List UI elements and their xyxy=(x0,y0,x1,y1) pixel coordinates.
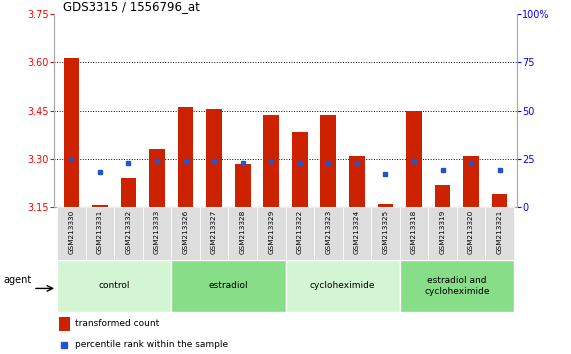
Text: GSM213320: GSM213320 xyxy=(468,210,474,254)
Bar xyxy=(286,260,400,312)
Bar xyxy=(92,205,108,207)
Text: estradiol: estradiol xyxy=(208,281,248,290)
Bar xyxy=(235,164,251,207)
Bar xyxy=(485,207,514,260)
Bar xyxy=(320,115,336,207)
Bar xyxy=(228,207,257,260)
Text: control: control xyxy=(98,281,130,290)
Text: GSM213327: GSM213327 xyxy=(211,210,217,254)
Bar xyxy=(343,207,371,260)
Text: GSM213333: GSM213333 xyxy=(154,210,160,254)
Text: GSM213318: GSM213318 xyxy=(411,210,417,254)
Bar xyxy=(457,207,485,260)
Text: GSM213319: GSM213319 xyxy=(440,210,445,254)
Bar xyxy=(57,260,171,312)
Bar xyxy=(143,207,171,260)
Bar xyxy=(314,207,343,260)
Bar xyxy=(400,260,514,312)
Text: GSM213329: GSM213329 xyxy=(268,210,274,254)
Bar xyxy=(178,107,194,207)
Text: GSM213332: GSM213332 xyxy=(126,210,131,254)
Text: percentile rank within the sample: percentile rank within the sample xyxy=(75,340,228,349)
Text: agent: agent xyxy=(3,275,31,285)
Text: GDS3315 / 1556796_at: GDS3315 / 1556796_at xyxy=(63,0,200,13)
Text: GSM213323: GSM213323 xyxy=(325,210,331,254)
Bar xyxy=(435,184,451,207)
Bar xyxy=(400,207,428,260)
Bar xyxy=(57,207,86,260)
Bar xyxy=(120,178,136,207)
Text: GSM213324: GSM213324 xyxy=(354,210,360,254)
Bar xyxy=(371,207,400,260)
Text: GSM213322: GSM213322 xyxy=(297,210,303,254)
Bar xyxy=(292,132,308,207)
Text: GSM213331: GSM213331 xyxy=(97,210,103,254)
Bar xyxy=(257,207,286,260)
Bar xyxy=(263,115,279,207)
Text: transformed count: transformed count xyxy=(75,319,159,329)
Bar xyxy=(377,204,393,207)
Text: GSM213328: GSM213328 xyxy=(240,210,246,254)
Bar xyxy=(171,207,200,260)
Bar xyxy=(463,156,479,207)
Bar xyxy=(428,207,457,260)
Bar xyxy=(149,149,165,207)
Bar xyxy=(200,207,228,260)
Bar xyxy=(63,58,79,207)
Text: GSM213326: GSM213326 xyxy=(183,210,188,254)
Bar xyxy=(349,156,365,207)
Bar xyxy=(114,207,143,260)
Text: GSM213321: GSM213321 xyxy=(497,210,502,254)
Text: cycloheximide: cycloheximide xyxy=(310,281,375,290)
Text: GSM213325: GSM213325 xyxy=(383,210,388,254)
Bar xyxy=(86,207,114,260)
Bar xyxy=(171,260,286,312)
Text: estradiol and
cycloheximide: estradiol and cycloheximide xyxy=(424,276,489,296)
Bar xyxy=(59,317,70,331)
Bar xyxy=(286,207,314,260)
Bar xyxy=(406,110,422,207)
Text: GSM213330: GSM213330 xyxy=(69,210,74,254)
Bar xyxy=(206,109,222,207)
Bar xyxy=(492,194,508,207)
